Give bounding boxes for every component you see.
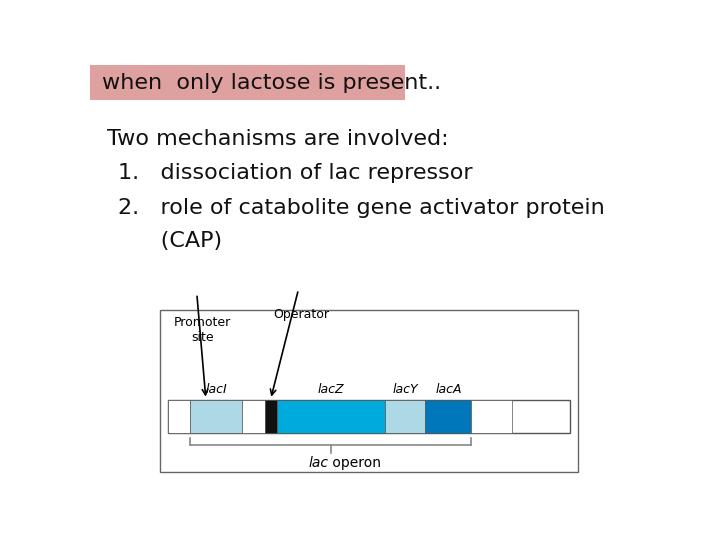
Text: when  only lactose is present..: when only lactose is present.. (102, 73, 441, 93)
Bar (243, 400, 264, 433)
Bar (168, 400, 190, 433)
Text: lacA: lacA (435, 383, 462, 396)
Bar (472, 400, 512, 433)
Text: 1.   dissociation of lac repressor: 1. dissociation of lac repressor (118, 163, 472, 183)
Text: (CAP): (CAP) (118, 231, 222, 251)
Text: lacY: lacY (392, 383, 418, 396)
Text: lacI: lacI (205, 383, 228, 396)
Bar (160, 310, 578, 472)
Text: operon: operon (328, 456, 381, 470)
Bar (90, 65, 405, 100)
Bar (190, 400, 243, 433)
Text: Operator: Operator (274, 308, 329, 321)
Bar (168, 400, 570, 433)
Bar (264, 400, 276, 433)
Text: Promoter
site: Promoter site (174, 316, 231, 345)
Bar (426, 400, 472, 433)
Bar (276, 400, 385, 433)
Text: Two mechanisms are involved:: Two mechanisms are involved: (107, 129, 449, 149)
Bar (385, 400, 426, 433)
Text: lacZ: lacZ (318, 383, 344, 396)
Text: 2.   role of catabolite gene activator protein: 2. role of catabolite gene activator pro… (118, 198, 605, 218)
Text: lac: lac (308, 456, 328, 470)
